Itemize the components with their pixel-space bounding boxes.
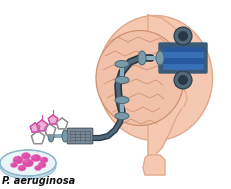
Text: P. aeruginosa: P. aeruginosa <box>2 176 75 186</box>
Ellipse shape <box>0 150 56 176</box>
Ellipse shape <box>14 157 18 160</box>
Polygon shape <box>31 131 45 144</box>
Bar <box>162 58 204 64</box>
Polygon shape <box>30 123 40 132</box>
Ellipse shape <box>18 165 26 171</box>
Ellipse shape <box>97 15 213 140</box>
Ellipse shape <box>22 159 33 167</box>
Polygon shape <box>56 118 68 129</box>
Bar <box>120 100 124 116</box>
Ellipse shape <box>35 166 38 168</box>
Polygon shape <box>48 115 58 124</box>
Ellipse shape <box>115 60 129 67</box>
Ellipse shape <box>48 130 54 142</box>
Polygon shape <box>148 15 185 158</box>
Ellipse shape <box>40 157 48 163</box>
Ellipse shape <box>38 162 46 168</box>
Bar <box>162 46 204 70</box>
Bar <box>162 64 204 70</box>
Ellipse shape <box>21 153 30 160</box>
Bar <box>162 46 204 70</box>
Ellipse shape <box>13 156 23 164</box>
Bar <box>142 56 160 60</box>
Circle shape <box>178 31 188 41</box>
Ellipse shape <box>39 163 42 165</box>
Polygon shape <box>180 88 187 108</box>
Ellipse shape <box>31 154 41 161</box>
Polygon shape <box>36 120 48 131</box>
Ellipse shape <box>24 160 28 163</box>
Ellipse shape <box>11 163 14 165</box>
Bar <box>51 134 65 138</box>
Ellipse shape <box>19 166 22 168</box>
Bar <box>162 46 204 52</box>
Ellipse shape <box>10 163 18 167</box>
FancyBboxPatch shape <box>159 43 207 73</box>
Ellipse shape <box>62 130 68 142</box>
Ellipse shape <box>41 158 44 160</box>
Ellipse shape <box>96 30 184 125</box>
Ellipse shape <box>22 153 26 156</box>
Ellipse shape <box>138 51 146 65</box>
Polygon shape <box>143 155 165 175</box>
Ellipse shape <box>115 97 129 104</box>
Ellipse shape <box>164 58 176 66</box>
Bar <box>120 64 124 80</box>
Ellipse shape <box>0 153 56 179</box>
Circle shape <box>178 75 188 85</box>
Circle shape <box>174 27 192 45</box>
Ellipse shape <box>156 51 164 65</box>
Bar <box>162 52 204 58</box>
Circle shape <box>174 71 192 89</box>
Polygon shape <box>44 124 56 135</box>
Ellipse shape <box>115 112 129 119</box>
Ellipse shape <box>34 166 42 170</box>
FancyBboxPatch shape <box>67 128 93 144</box>
Ellipse shape <box>115 77 129 84</box>
Ellipse shape <box>32 155 36 158</box>
